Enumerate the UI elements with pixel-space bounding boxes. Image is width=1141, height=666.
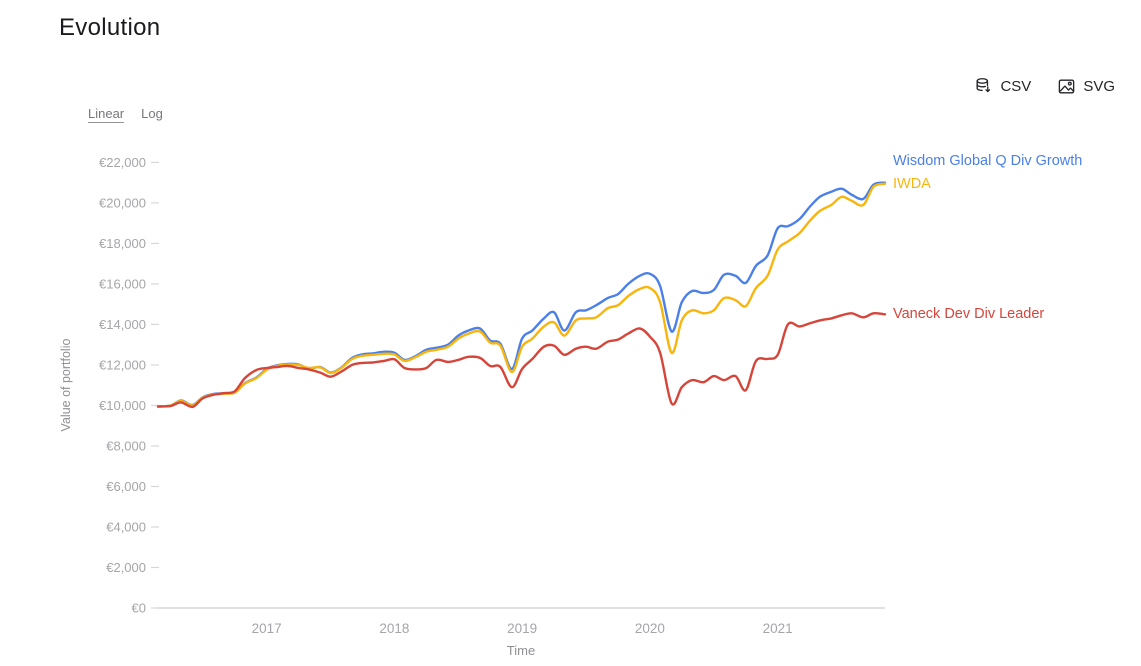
page-title: Evolution bbox=[59, 14, 161, 41]
y-tick-label: €14,000 bbox=[99, 317, 146, 332]
scale-toggle: Linear Log bbox=[88, 106, 163, 123]
x-axis-title: Time bbox=[506, 643, 536, 658]
export-svg-label: SVG bbox=[1083, 78, 1115, 95]
export-csv-button[interactable]: CSV bbox=[974, 77, 1031, 96]
y-tick-label: €12,000 bbox=[99, 357, 146, 372]
x-tick-label: 2018 bbox=[379, 621, 409, 636]
y-tick-label: €2,000 bbox=[106, 560, 146, 575]
y-tick-label: €18,000 bbox=[99, 236, 146, 251]
y-axis-title: Value of portfolio bbox=[59, 338, 73, 432]
export-svg-button[interactable]: SVG bbox=[1057, 77, 1115, 96]
scale-log-link[interactable]: Log bbox=[141, 106, 163, 121]
x-tick-label: 2017 bbox=[252, 621, 282, 636]
y-tick-label: €10,000 bbox=[99, 398, 146, 413]
export-csv-label: CSV bbox=[1000, 78, 1032, 95]
series-line-iwda bbox=[156, 182, 887, 408]
series-line-vaneck-dev-div-leader bbox=[156, 311, 887, 409]
y-tick-label: €4,000 bbox=[106, 519, 146, 534]
y-tick-label: €0 bbox=[132, 601, 146, 616]
x-tick-label: 2019 bbox=[507, 621, 537, 636]
y-tick-label: €16,000 bbox=[99, 276, 146, 291]
series-label-vaneck-dev-div-leader: Vaneck Dev Div Leader bbox=[893, 306, 1045, 322]
export-toolbar: CSV SVG bbox=[974, 77, 1115, 96]
y-tick-label: €8,000 bbox=[106, 438, 146, 453]
x-tick-label: 2020 bbox=[635, 621, 665, 636]
y-tick-label: €6,000 bbox=[106, 479, 146, 494]
series-label-iwda: IWDA bbox=[893, 176, 931, 192]
image-icon bbox=[1057, 77, 1076, 96]
y-tick-label: €20,000 bbox=[99, 195, 146, 210]
series-label-wisdom-global-q-div-growth: Wisdom Global Q Div Growth bbox=[893, 153, 1083, 169]
scale-linear-link[interactable]: Linear bbox=[88, 106, 125, 123]
x-tick-label: 2021 bbox=[763, 621, 793, 636]
y-tick-label: €22,000 bbox=[99, 155, 146, 170]
series-line-wisdom-global-q-div-growth bbox=[156, 181, 887, 408]
database-download-icon bbox=[974, 77, 993, 96]
